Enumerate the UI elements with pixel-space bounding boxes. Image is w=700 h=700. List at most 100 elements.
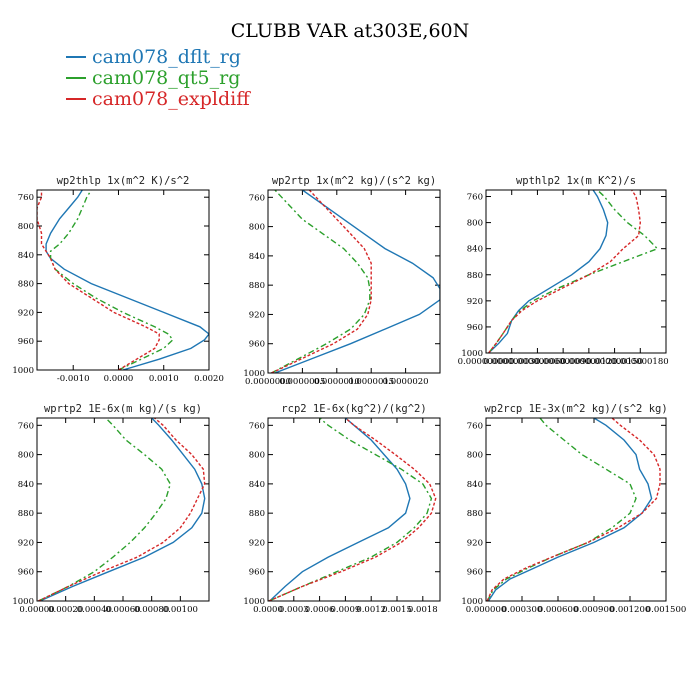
- x-tick-label: 0.00000: [19, 605, 54, 615]
- y-tick-label: 960: [467, 568, 483, 578]
- x-tick-label: 0.0003: [279, 605, 309, 615]
- series-line-cam078_qt5_rg: [38, 418, 172, 601]
- panel-title: wprtp2 1E-6x(m kg)/(s kg): [44, 403, 202, 415]
- legend-label-dflt: cam078_dflt_rg: [92, 45, 241, 68]
- chart-panel-4: wprtp2 1E-6x(m kg)/(s kg) 760 800 840 880 920…: [12, 403, 210, 615]
- x-tick-label: 0.001200: [610, 605, 651, 615]
- x-tick-label: 0.000000030: [483, 357, 540, 367]
- x-tick-label: 0.0010: [149, 374, 179, 384]
- series-line-cam078_expldiff: [488, 190, 642, 353]
- x-tick-label: 0.0000: [104, 374, 134, 384]
- series-line-cam078_expldiff: [486, 418, 661, 601]
- x-tick-label: 0.000000090: [535, 357, 592, 367]
- y-tick-label: 960: [18, 337, 34, 347]
- y-tick-label: 880: [467, 509, 483, 519]
- y-tick-label: 840: [18, 251, 34, 261]
- y-tick-label: 1000: [243, 369, 265, 379]
- legend-label-expldiff: cam078_expldiff: [92, 87, 250, 110]
- series-line-cam078_expldiff: [38, 418, 206, 601]
- x-tick-label: 0.0000010: [314, 377, 360, 387]
- legend-item-dflt: cam078_dflt_rg: [66, 45, 250, 68]
- chart-panel-3: wpthlp2 1x(m K^2)/s 760 800 840 880 920 960 100…: [458, 175, 669, 367]
- y-tick-label: 760: [467, 193, 483, 203]
- y-tick-label: 760: [18, 193, 34, 203]
- series-line-cam078_qt5_rg: [268, 418, 433, 601]
- x-tick-label: 0.000000120: [560, 357, 617, 367]
- legend-item-expldiff: cam078_expldiff: [66, 87, 250, 110]
- legend-swatch-expldiff: [66, 97, 86, 100]
- y-tick-label: 840: [18, 480, 34, 490]
- x-tick-label: 0.0009: [331, 605, 361, 615]
- series-line-cam078_dflt_rg: [487, 418, 653, 601]
- y-tick-label: 920: [249, 310, 265, 320]
- y-tick-label: 1000: [461, 349, 483, 359]
- x-tick-label: 0.000300: [502, 605, 543, 615]
- x-tick-label: 0.0000020: [383, 377, 429, 387]
- y-tick-label: 760: [18, 421, 34, 431]
- y-tick-label: 1000: [461, 597, 483, 607]
- legend-swatch-qt5: [66, 76, 86, 79]
- y-tick-label: 800: [467, 219, 483, 229]
- y-tick-label: 800: [18, 222, 34, 232]
- x-tick-label: 0.0000000: [245, 377, 291, 387]
- x-tick-label: 0.0020: [194, 374, 224, 384]
- y-tick-label: 800: [249, 451, 265, 461]
- plot-frame: [485, 189, 667, 354]
- y-tick-label: 760: [249, 193, 265, 203]
- series-line-cam078_qt5_rg: [486, 418, 637, 601]
- y-tick-label: 1000: [12, 597, 34, 607]
- x-tick-label: 0.0006: [305, 605, 335, 615]
- x-tick-label: 0.00100: [163, 605, 198, 615]
- x-tick-label: 0.0012: [356, 605, 386, 615]
- series-line-cam078_dflt_rg: [45, 190, 209, 370]
- series-line-cam078_qt5_rg: [488, 190, 659, 353]
- x-tick-label: 0.000600: [538, 605, 579, 615]
- panel-title: wpthlp2 1x(m K^2)/s: [516, 175, 636, 187]
- y-tick-label: 920: [467, 297, 483, 307]
- y-tick-label: 760: [249, 421, 265, 431]
- y-tick-label: 840: [249, 480, 265, 490]
- x-tick-label: 0.00060: [105, 605, 140, 615]
- x-tick-label: 0.000000: [466, 605, 507, 615]
- y-tick-label: 880: [249, 509, 265, 519]
- series-line-cam078_qt5_rg: [49, 190, 174, 370]
- x-tick-label: 0.000000150: [586, 357, 643, 367]
- series-line-cam078_dflt_rg: [39, 418, 206, 601]
- series-line-cam078_qt5_rg: [271, 190, 371, 373]
- figure-title: CLUBB VAR at303E,60N: [230, 20, 470, 42]
- y-tick-label: 760: [467, 421, 483, 431]
- x-tick-label: 0.00080: [134, 605, 169, 615]
- plot-frame: [36, 417, 210, 602]
- y-tick-label: 880: [18, 509, 34, 519]
- legend: cam078_dflt_rg cam078_qt5_rg cam078_expl…: [66, 45, 250, 110]
- y-tick-label: 880: [18, 280, 34, 290]
- series-line-cam078_dflt_rg: [274, 190, 440, 373]
- y-tick-label: 800: [467, 451, 483, 461]
- legend-label-qt5: cam078_qt5_rg: [92, 66, 241, 89]
- y-tick-label: 960: [249, 340, 265, 350]
- x-tick-label: -0.0010: [57, 374, 90, 384]
- y-tick-label: 880: [249, 281, 265, 291]
- y-tick-label: 840: [467, 245, 483, 255]
- y-tick-label: 1000: [243, 597, 265, 607]
- y-tick-label: 960: [467, 323, 483, 333]
- x-tick-label: 0.000000060: [509, 357, 566, 367]
- legend-swatch-dflt: [66, 55, 86, 58]
- x-tick-label: 0.000900: [574, 605, 615, 615]
- y-tick-label: 840: [467, 480, 483, 490]
- y-tick-label: 800: [249, 223, 265, 233]
- y-tick-label: 800: [18, 451, 34, 461]
- series-line-cam078_expldiff: [268, 418, 437, 601]
- x-tick-label: 0.000000180: [612, 357, 669, 367]
- x-tick-label: 0.0018: [408, 605, 438, 615]
- plot-frame: [267, 417, 441, 602]
- panel-title: wp2thlp 1x(m^2 K)/s^2: [57, 175, 190, 187]
- plot-frame: [267, 189, 441, 374]
- x-tick-label: 0.001500: [646, 605, 687, 615]
- series-line-cam078_expldiff: [37, 190, 160, 370]
- chart-panel-1: wp2thlp 1x(m^2 K)/s^2 760 800 840 880 920 960 1…: [12, 175, 224, 384]
- chart-panel-5: rcp2 1E-6x(kg^2)/(kg^2) 760 800 840 880 920 96…: [243, 403, 441, 615]
- x-tick-label: 0.0000015: [348, 377, 394, 387]
- x-tick-label: 0.0000: [253, 605, 283, 615]
